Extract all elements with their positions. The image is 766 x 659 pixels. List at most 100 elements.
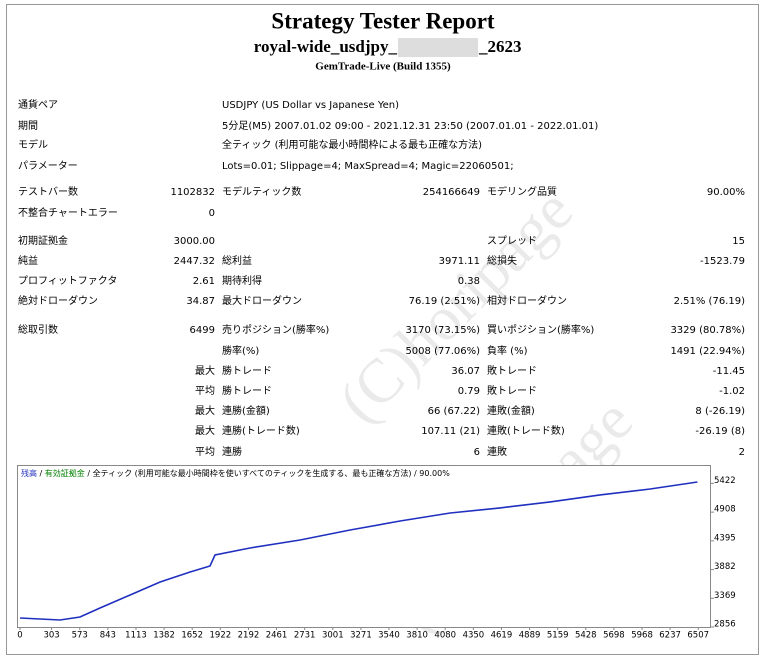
stat-label: テストバー数 (18, 185, 78, 198)
chart-frame (17, 465, 711, 628)
stat-value: 90.00% (707, 187, 745, 198)
stat-label: 最大ドローダウン (222, 294, 302, 307)
stat-label: 勝率(%) (222, 344, 259, 357)
stat-label: 相対ドローダウン (487, 294, 567, 307)
stat-value: 平均 (195, 385, 215, 397)
x-tick-label: 5428 (575, 631, 597, 641)
info-value: 全ティック (利用可能な最小時間枠による最も正確な方法) (222, 138, 482, 151)
x-tick-label: 6237 (659, 631, 681, 641)
stat-label: 勝トレード (222, 384, 272, 397)
stat-value: 3000.00 (174, 236, 215, 247)
stat-value: 3971.11 (439, 256, 480, 267)
y-tick-label: 3882 (714, 562, 736, 572)
x-tick-label: 6507 (687, 631, 709, 641)
stat-label: スプレッド (487, 235, 537, 247)
legend-separator: / (412, 469, 420, 478)
x-tick-label: 3271 (350, 631, 372, 641)
y-tick-label: 5422 (714, 476, 736, 486)
stat-label: プロフィットファクタ (18, 275, 117, 287)
stat-label: 不整合チャートエラー (18, 206, 118, 219)
legend-note: 全ティック (利用可能な最小時間枠を使いすべてのティックを生成する、最も正確な方… (93, 468, 412, 478)
x-tick-label: 0 (17, 631, 22, 641)
legend-entry: 残高 (21, 468, 37, 478)
stat-value: 1491 (22.94%) (670, 346, 745, 357)
x-tick-label: 1113 (125, 631, 147, 641)
stat-value: 最大 (195, 404, 215, 417)
x-tick-label: 4619 (491, 631, 513, 641)
stat-value: 最大 (195, 364, 215, 377)
stat-label: 負率 (%) (487, 344, 528, 357)
legend-separator: / (37, 469, 45, 478)
legend-separator: / (85, 469, 93, 478)
stat-value: 0.38 (458, 276, 480, 287)
info-label: 期間 (18, 120, 38, 132)
y-tick-label: 2856 (714, 620, 736, 630)
stat-label: 連勝 (222, 445, 242, 458)
stat-label: 絶対ドローダウン (18, 294, 98, 307)
stat-value: 107.11 (21) (421, 426, 480, 437)
x-tick-label: 4080 (434, 631, 456, 641)
y-tick-label: 3369 (714, 591, 736, 601)
info-value: 5分足(M5) 2007.01.02 09:00 - 2021.12.31 23… (222, 120, 598, 132)
stat-label: モデリング品質 (487, 185, 557, 198)
x-tick-label: 5968 (631, 631, 653, 641)
stat-label: 初期証拠金 (18, 234, 68, 247)
stat-value: 2447.32 (174, 256, 215, 267)
x-tick-label: 5159 (547, 631, 569, 641)
info-label: モデル (18, 138, 48, 151)
subtitle-end: _2623 (478, 37, 522, 56)
stat-value: -26.19 (8) (695, 426, 745, 437)
stat-value: 平均 (195, 446, 215, 458)
stat-value: 1102832 (170, 187, 215, 198)
legend: 残高 / 有効証拠金 / 全ティック (利用可能な最小時間枠を使いすべてのティッ… (21, 468, 450, 478)
server: GemTrade-Live (Build 1355) (315, 61, 451, 73)
stat-value: 6499 (190, 325, 215, 336)
x-tick-label: 3001 (322, 631, 344, 641)
redacted-box (398, 38, 478, 57)
stat-value: -1.02 (719, 386, 745, 397)
stat-label: 総損失 (487, 254, 517, 267)
stat-value: 6 (474, 447, 480, 458)
stat-value: 2 (739, 447, 745, 458)
stat-value: -1523.79 (700, 256, 745, 267)
legend-entry: 有効証拠金 (45, 468, 85, 478)
stat-value: 8 (-26.19) (695, 406, 745, 417)
stat-label: 敗トレード (487, 384, 537, 397)
page-border (6, 4, 759, 655)
legend-note: 90.00% (419, 469, 450, 478)
x-tick-label: 4350 (463, 631, 485, 641)
stat-value: 36.07 (451, 366, 480, 377)
stat-value: 最大 (195, 424, 215, 437)
balance-line (19, 481, 698, 621)
x-tick-label: 4889 (519, 631, 541, 641)
stat-value: 2.51% (76.19) (674, 296, 745, 307)
stat-value: 5008 (77.06%) (405, 346, 480, 357)
x-tick-label: 303 (43, 631, 59, 641)
info-label: 通貨ペア (18, 98, 58, 111)
stat-label: 期待利得 (222, 274, 262, 287)
stat-value: 2.61 (193, 276, 215, 287)
stat-value: 3329 (80.78%) (670, 325, 745, 336)
stat-value: 66 (67.22) (428, 406, 480, 417)
title: Strategy Tester Report (271, 8, 494, 33)
y-tick-label: 4395 (714, 533, 736, 543)
x-tick-label: 3810 (406, 631, 428, 641)
stat-label: 連敗(トレード数) (487, 424, 565, 437)
stat-value: 0 (209, 208, 215, 219)
stat-label: 敗トレード (487, 364, 537, 377)
info-label: パラメーター (18, 160, 78, 172)
x-tick-label: 3540 (378, 631, 400, 641)
x-tick-label: 573 (72, 631, 88, 641)
y-tick-label: 4908 (714, 505, 736, 515)
x-tick-label: 2461 (266, 631, 288, 641)
x-tick-label: 1922 (210, 631, 232, 641)
stat-label: 連勝(トレード数) (222, 424, 300, 437)
stat-label: 買いポジション(勝率%) (487, 323, 594, 336)
stat-value: -11.45 (713, 366, 745, 377)
stat-value: 15 (732, 236, 745, 247)
x-tick-label: 1382 (153, 631, 175, 641)
info-value: USDJPY (US Dollar vs Japanese Yen) (222, 100, 399, 111)
x-tick-label: 2731 (294, 631, 316, 641)
